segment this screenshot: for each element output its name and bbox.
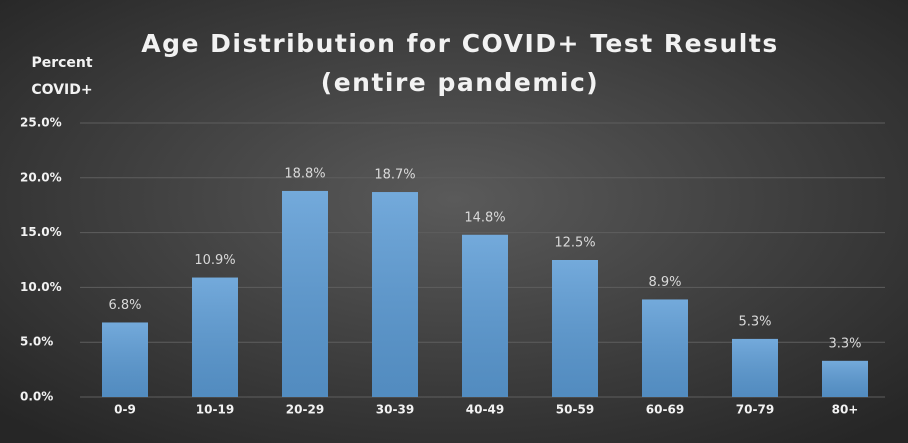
y-tick-label: 5.0% [20, 335, 53, 349]
bar-shade [732, 338, 778, 397]
value-label: 5.3% [738, 314, 771, 329]
value-label: 12.5% [554, 236, 595, 251]
value-label: 8.9% [648, 275, 681, 290]
x-tick-label: 80+ [832, 403, 859, 417]
value-label: 18.8% [284, 166, 325, 181]
value-label: 14.8% [464, 210, 505, 225]
bar-shade [192, 277, 238, 397]
bar-shade [102, 322, 148, 397]
x-tick-label: 60-69 [646, 403, 684, 417]
x-tick-label: 20-29 [286, 403, 324, 417]
chart-subtitle: (entire pandemic) [321, 68, 599, 97]
x-tick-label: 30-39 [376, 403, 414, 417]
y-tick-label: 10.0% [20, 280, 62, 294]
x-tick-label: 0-9 [114, 403, 136, 417]
x-tick-label: 70-79 [736, 403, 774, 417]
y-axis-label: COVID+ [31, 82, 92, 98]
value-label: 6.8% [108, 298, 141, 313]
value-label: 10.9% [194, 253, 235, 268]
y-tick-label: 15.0% [20, 225, 62, 239]
value-label: 18.7% [374, 168, 415, 183]
y-tick-label: 25.0% [20, 116, 62, 130]
chart-title: Age Distribution for COVID+ Test Results [141, 29, 778, 58]
bar-shade [552, 260, 598, 397]
x-tick-label: 50-59 [556, 403, 594, 417]
bar-shade [372, 192, 418, 397]
x-tick-label: 40-49 [466, 403, 504, 417]
bar-shade [282, 190, 328, 397]
value-label: 3.3% [828, 336, 861, 351]
x-tick-label: 10-19 [196, 403, 234, 417]
bar-shade [822, 360, 868, 397]
bar-shade [642, 299, 688, 397]
y-tick-label: 20.0% [20, 170, 62, 184]
y-tick-label: 0.0% [20, 390, 53, 404]
y-axis-label: Percent [31, 55, 92, 71]
bar-shade [462, 234, 508, 397]
